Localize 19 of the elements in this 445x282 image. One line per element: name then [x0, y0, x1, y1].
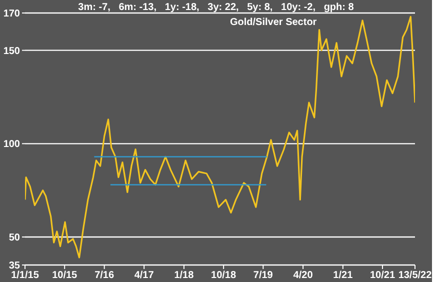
line-series — [25, 16, 415, 258]
x-tick-label: 1/21 — [333, 270, 354, 282]
x-tick-label: 4/17 — [134, 270, 154, 282]
x-tick-label: 13/5/22 — [398, 270, 432, 282]
x-tick-label: 10/15 — [52, 270, 78, 282]
y-tick-label: 150 — [3, 46, 20, 57]
chart-subtitle: 3m: -7, 6m: -13, 1y: -18, 3y: 22, 5y: 8, 10y: -2, gph: 8 — [78, 2, 354, 13]
x-tick-label: 1/18 — [174, 270, 194, 282]
y-tick-label: 100 — [3, 139, 20, 150]
x-tick-label: 10/18 — [211, 270, 236, 282]
x-tick-label: 7/16 — [94, 270, 114, 282]
y-tick-label: 35 — [8, 260, 20, 272]
x-tick-label: 10/21 — [370, 270, 396, 282]
x-tick-label: 7/19 — [253, 270, 274, 282]
chart-title: Gold/Silver Sector — [230, 17, 317, 28]
x-tick-label: 4/20 — [293, 270, 314, 282]
x-tick-label: 1/1/15 — [11, 270, 40, 282]
y-tick-label: 50 — [8, 232, 20, 244]
y-tick-label: 170 — [3, 8, 20, 20]
